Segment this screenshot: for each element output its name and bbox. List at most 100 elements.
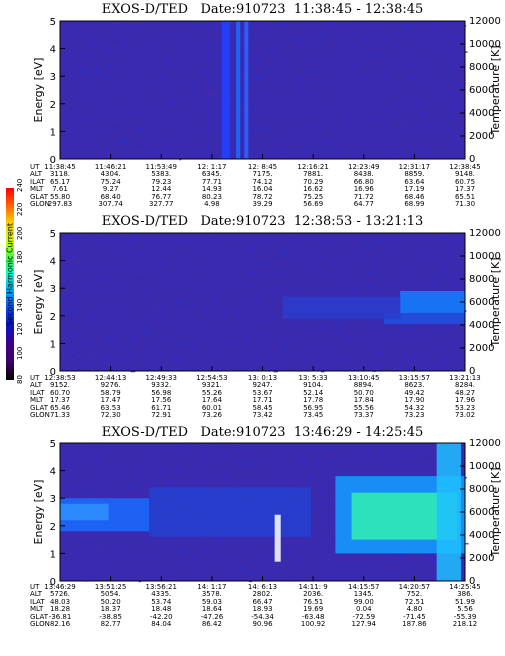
noise-cell — [157, 151, 162, 154]
y-right-tick-label: 8000 — [469, 484, 494, 495]
noise-cell — [165, 301, 169, 303]
noise-cell — [458, 365, 464, 368]
noise-cell — [382, 122, 387, 125]
ephemeris-value: 73.37 — [353, 411, 374, 419]
noise-cell — [146, 488, 150, 490]
ephemeris-value: 17.64 — [201, 396, 222, 405]
noise-cell — [80, 233, 83, 235]
noise-cell — [90, 546, 96, 548]
noise-cell — [120, 44, 124, 46]
noise-cell — [236, 245, 241, 247]
noise-cell — [139, 345, 144, 348]
y-right-tick-label: 6000 — [469, 507, 494, 518]
ephemeris-value: 13:10:45 — [348, 374, 380, 382]
noise-cell — [311, 350, 314, 353]
noise-cell — [378, 459, 383, 462]
noise-cell — [88, 43, 93, 45]
ephemeris-value: 19.69 — [303, 605, 324, 614]
y-right-axis-label: Temperature [K] — [489, 468, 502, 558]
ephemeris-value: 9247. — [252, 381, 273, 390]
noise-cell — [169, 578, 173, 581]
noise-cell — [160, 125, 163, 127]
noise-cell — [453, 32, 457, 34]
noise-cell — [162, 34, 168, 37]
noise-cell — [137, 335, 141, 337]
ephemeris-value: 48.03 — [49, 597, 71, 606]
noise-cell — [179, 158, 182, 161]
noise-cell — [334, 149, 339, 151]
noise-cell — [175, 250, 180, 252]
noise-cell — [233, 483, 237, 485]
noise-cell — [137, 311, 142, 314]
noise-cell — [80, 71, 86, 74]
noise-cell — [159, 290, 162, 292]
noise-cell — [97, 456, 101, 459]
noise-cell — [340, 562, 345, 565]
ephemeris-value: 12: 1:17 — [197, 163, 227, 171]
colorbar — [6, 188, 14, 380]
noise-cell — [61, 451, 64, 454]
noise-cell — [213, 344, 217, 347]
noise-cell — [130, 370, 136, 373]
ephemeris-value: 12:44:13 — [94, 374, 127, 382]
ephemeris-value: 18.93 — [252, 605, 273, 614]
noise-cell — [242, 568, 248, 570]
noise-cell — [74, 307, 79, 310]
noise-cell — [263, 247, 267, 250]
noise-cell — [301, 40, 306, 43]
ephemeris-value: 66.47 — [252, 597, 273, 606]
noise-cell — [327, 365, 331, 367]
ephemeris-value: 55.80 — [49, 192, 71, 201]
noise-cell — [263, 241, 267, 244]
noise-cell — [365, 279, 371, 282]
noise-cell — [444, 125, 448, 127]
noise-cell — [305, 112, 309, 114]
noise-cell — [386, 71, 392, 73]
noise-cell — [464, 542, 469, 545]
noise-cell — [86, 29, 91, 31]
noise-cell — [398, 115, 403, 118]
noise-cell — [367, 450, 373, 453]
ephemeris-value: 13:51:25 — [94, 583, 127, 591]
noise-cell — [451, 131, 454, 133]
noise-cell — [371, 121, 374, 123]
noise-cell — [343, 126, 347, 129]
ephemeris-value: 5054. — [100, 590, 121, 599]
noise-cell — [61, 465, 65, 468]
noise-cell — [83, 563, 89, 565]
noise-cell — [130, 494, 135, 497]
noise-cell — [318, 328, 324, 330]
noise-cell — [408, 366, 413, 369]
noise-cell — [429, 560, 434, 563]
noise-cell — [282, 551, 288, 554]
noise-cell — [331, 21, 335, 23]
ephemeris-value: 73.45 — [303, 411, 324, 419]
noise-cell — [318, 489, 324, 492]
noise-cell — [313, 516, 319, 518]
noise-cell — [74, 544, 80, 547]
ephemeris-value: 63.64 — [404, 177, 425, 186]
noise-cell — [435, 139, 440, 142]
noise-cell — [260, 448, 263, 450]
noise-cell — [230, 83, 233, 85]
noise-cell — [361, 44, 364, 47]
noise-cell — [230, 446, 235, 448]
noise-cell — [292, 579, 296, 581]
noise-cell — [443, 342, 447, 344]
noise-cell — [443, 277, 447, 279]
noise-cell — [352, 241, 357, 243]
noise-cell — [253, 553, 258, 556]
noise-cell — [127, 240, 132, 243]
noise-cell — [113, 278, 118, 280]
noise-cell — [252, 246, 257, 249]
noise-cell — [416, 324, 420, 326]
noise-cell — [389, 571, 394, 574]
noise-cell — [205, 153, 210, 155]
ephemeris-value: 12:16:21 — [297, 163, 329, 171]
ephemeris-value: 90.96 — [252, 620, 273, 628]
noise-cell — [116, 573, 122, 576]
noise-cell — [316, 53, 320, 55]
noise-cell — [427, 117, 430, 120]
noise-cell — [307, 537, 311, 539]
noise-cell — [181, 247, 184, 249]
